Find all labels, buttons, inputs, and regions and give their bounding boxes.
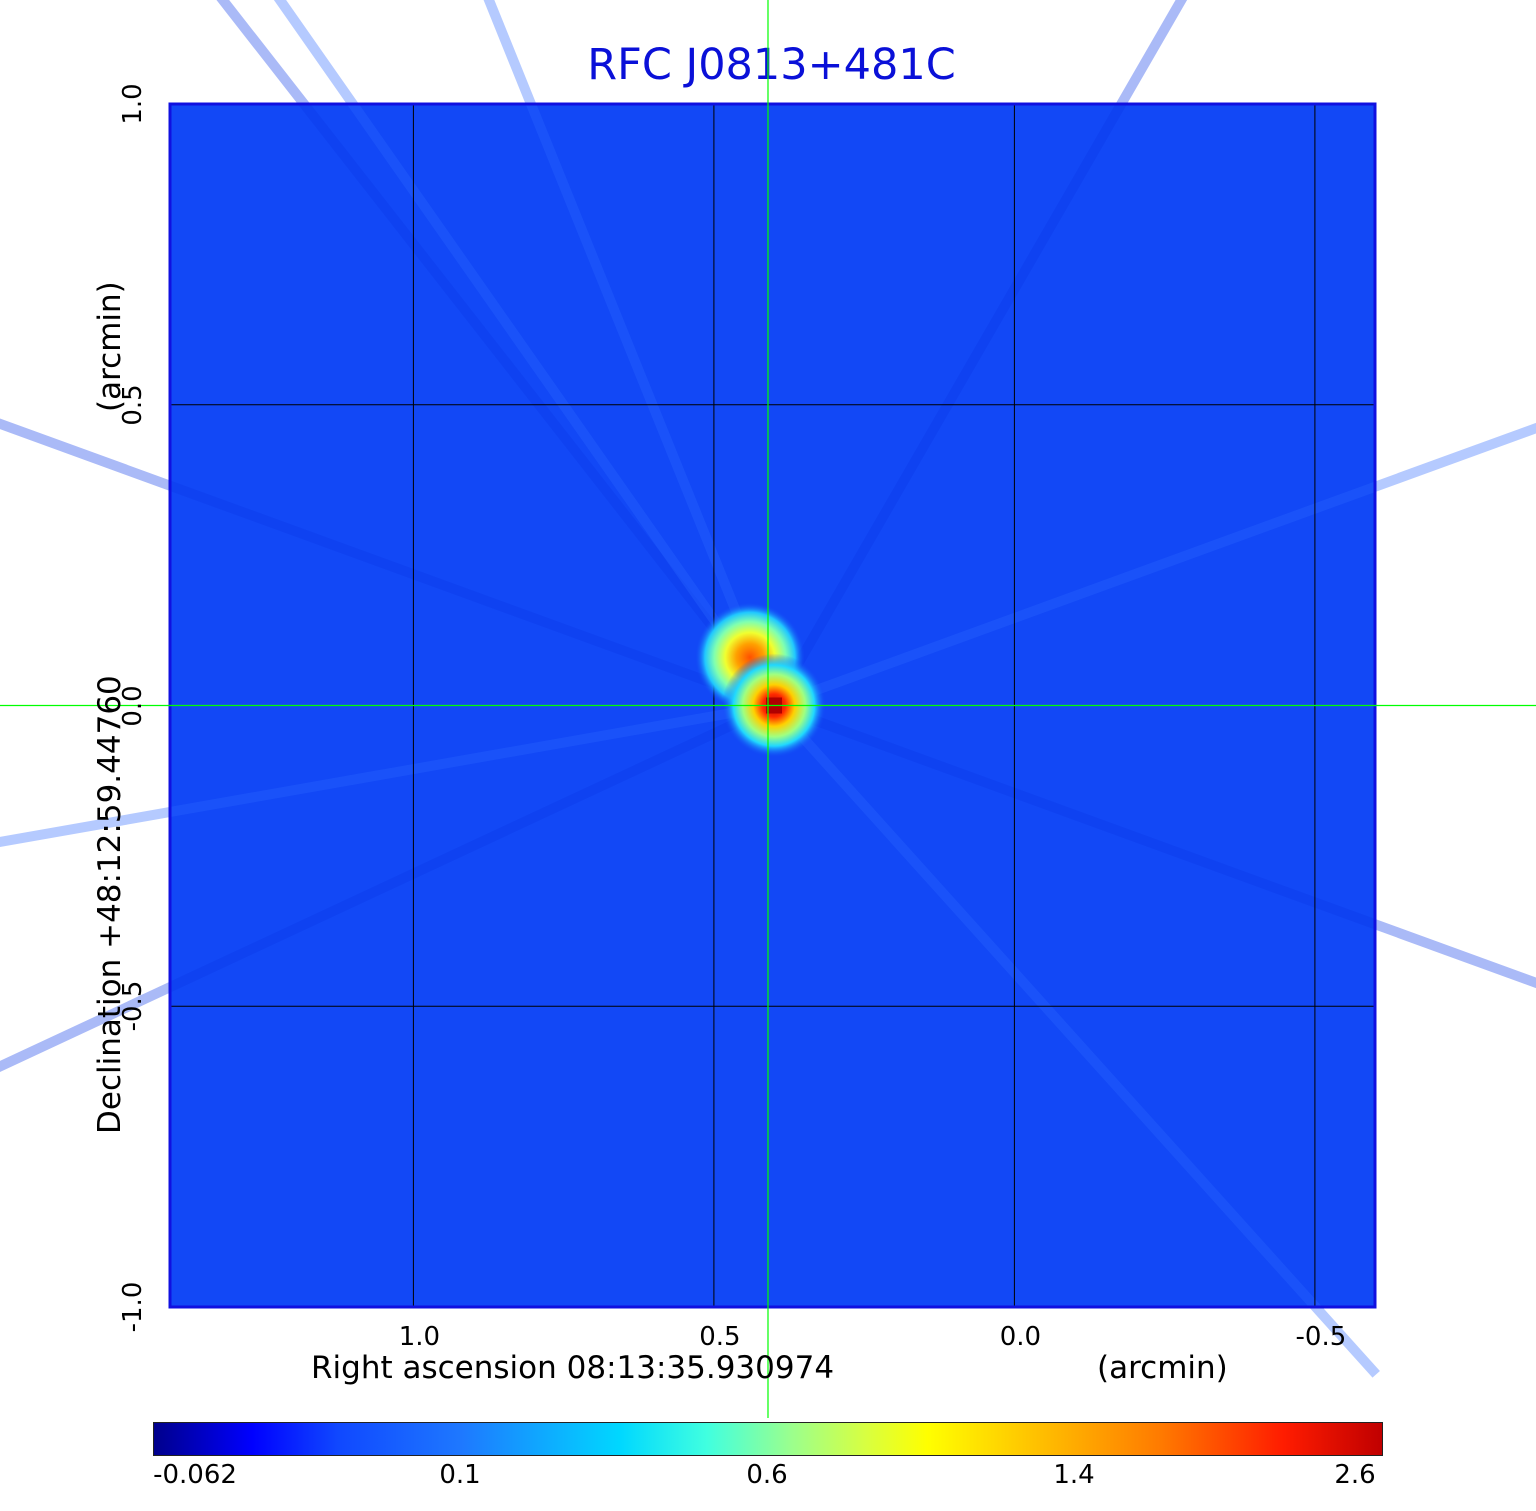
x-tick-label: 0.0 xyxy=(999,1322,1042,1352)
colorbar-tick-label: -0.062 xyxy=(153,1460,237,1490)
colorbar-tick-label: 1.4 xyxy=(1053,1460,1095,1490)
sidelobe-streak xyxy=(772,700,1536,989)
sidelobe-streak xyxy=(216,0,778,709)
sidelobe-streak xyxy=(769,0,1188,708)
y-tick-label: 1.0 xyxy=(118,83,148,125)
colorbar-tick-label: 0.1 xyxy=(439,1460,481,1490)
x-axis-label: Right ascension 08:13:35.930974 xyxy=(311,1350,835,1386)
sidelobe-streak xyxy=(0,700,775,848)
sidelobe-streak xyxy=(273,0,779,709)
x-tick-label: -0.5 xyxy=(1295,1322,1347,1352)
colorbar-tick-label: 0.6 xyxy=(746,1460,788,1490)
colorbar-tick-label: 2.6 xyxy=(1334,1460,1376,1490)
sidelobe-streak xyxy=(772,422,1536,711)
colorbar xyxy=(153,1422,1383,1456)
sidelobe-streak xyxy=(0,700,777,1072)
chart-title: RFC J0813+481C xyxy=(587,40,956,90)
sidelobe-streak xyxy=(770,702,1380,1378)
sidelobe-streak xyxy=(0,418,776,711)
sidelobe-streak xyxy=(483,0,779,708)
y-axis-unit: (arcmin) xyxy=(92,281,128,412)
y-axis-label: Declination +48:12:59.44760 xyxy=(92,675,128,1134)
x-axis-unit: (arcmin) xyxy=(1097,1350,1228,1386)
x-tick-label: 1.0 xyxy=(398,1322,441,1352)
x-tick-label: 0.5 xyxy=(699,1322,741,1352)
y-tick-label: -1.0 xyxy=(118,1281,148,1333)
